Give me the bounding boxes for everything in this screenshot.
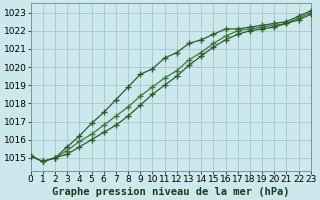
X-axis label: Graphe pression niveau de la mer (hPa): Graphe pression niveau de la mer (hPa) (52, 186, 290, 197)
